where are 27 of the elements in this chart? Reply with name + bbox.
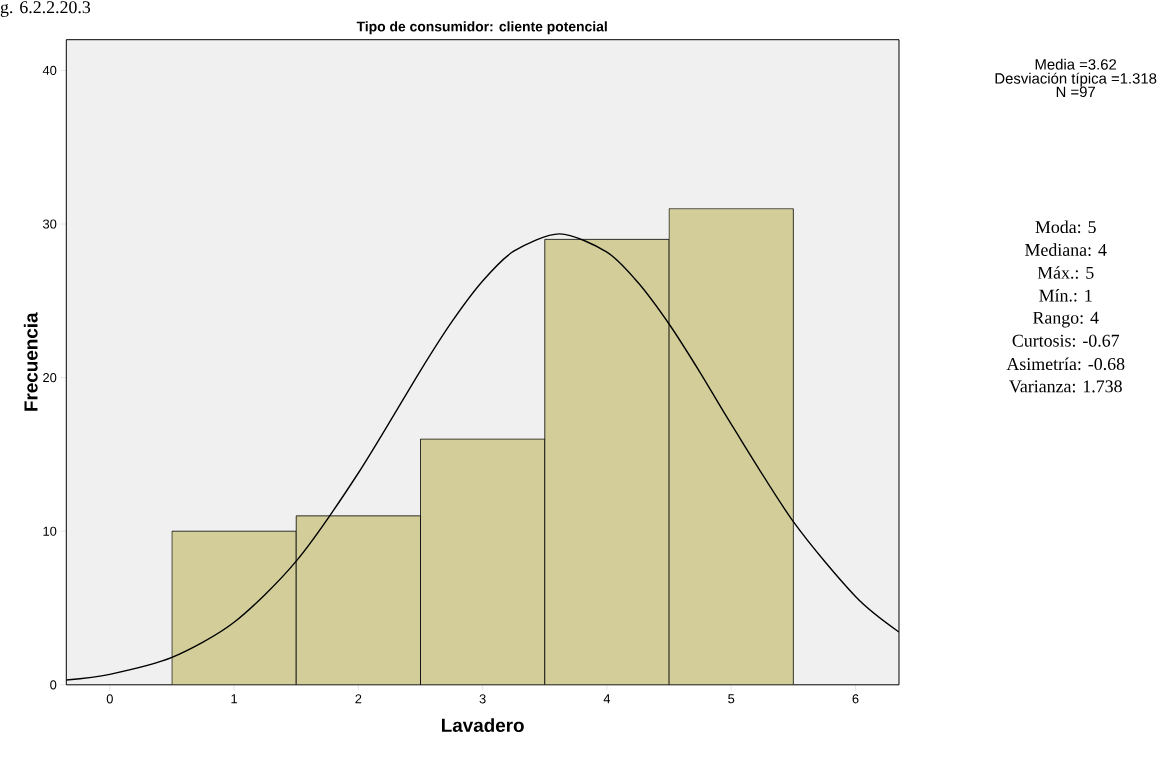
x-tick-label: 4: [603, 694, 611, 704]
y-axis-title: Frecuencia: [23, 312, 38, 411]
x-tick-label: 2: [355, 694, 362, 704]
chart-title: Tipo de consumidor: cliente potencial: [356, 21, 607, 35]
text: Máx.: 5: [1037, 266, 1094, 279]
x-tick-label: 6: [852, 694, 859, 704]
text: Asimetría: -0.68: [1006, 357, 1125, 371]
y-tick-label: 20: [43, 372, 57, 383]
x-tick-label: 5: [728, 694, 735, 704]
y-tick-label: 30: [42, 219, 57, 229]
text: Rango: 4: [1033, 311, 1099, 328]
x-tick-label: 3: [479, 694, 486, 704]
text: Varianza: 1.738: [1009, 380, 1122, 393]
x-tick-label: 0: [106, 694, 113, 704]
text: g. 6.2.2.20.3: [0, 1, 91, 17]
text: Mediana: 4: [1025, 243, 1107, 256]
y-tick-label: 0: [50, 680, 57, 690]
x-axis-title: Lavadero: [441, 718, 524, 732]
y-tick-label: 10: [43, 526, 57, 536]
text: Moda: 5: [1035, 220, 1096, 234]
text: Media =3.62: [1035, 58, 1117, 70]
y-tick-label: 40: [42, 65, 57, 75]
text: Mín.: 1: [1039, 288, 1092, 302]
text: N =97: [1056, 86, 1095, 97]
x-tick-label: 1: [231, 694, 238, 704]
text: Desviación típica =1.318: [995, 72, 1157, 87]
text: Curtosis: -0.67: [1012, 334, 1120, 347]
